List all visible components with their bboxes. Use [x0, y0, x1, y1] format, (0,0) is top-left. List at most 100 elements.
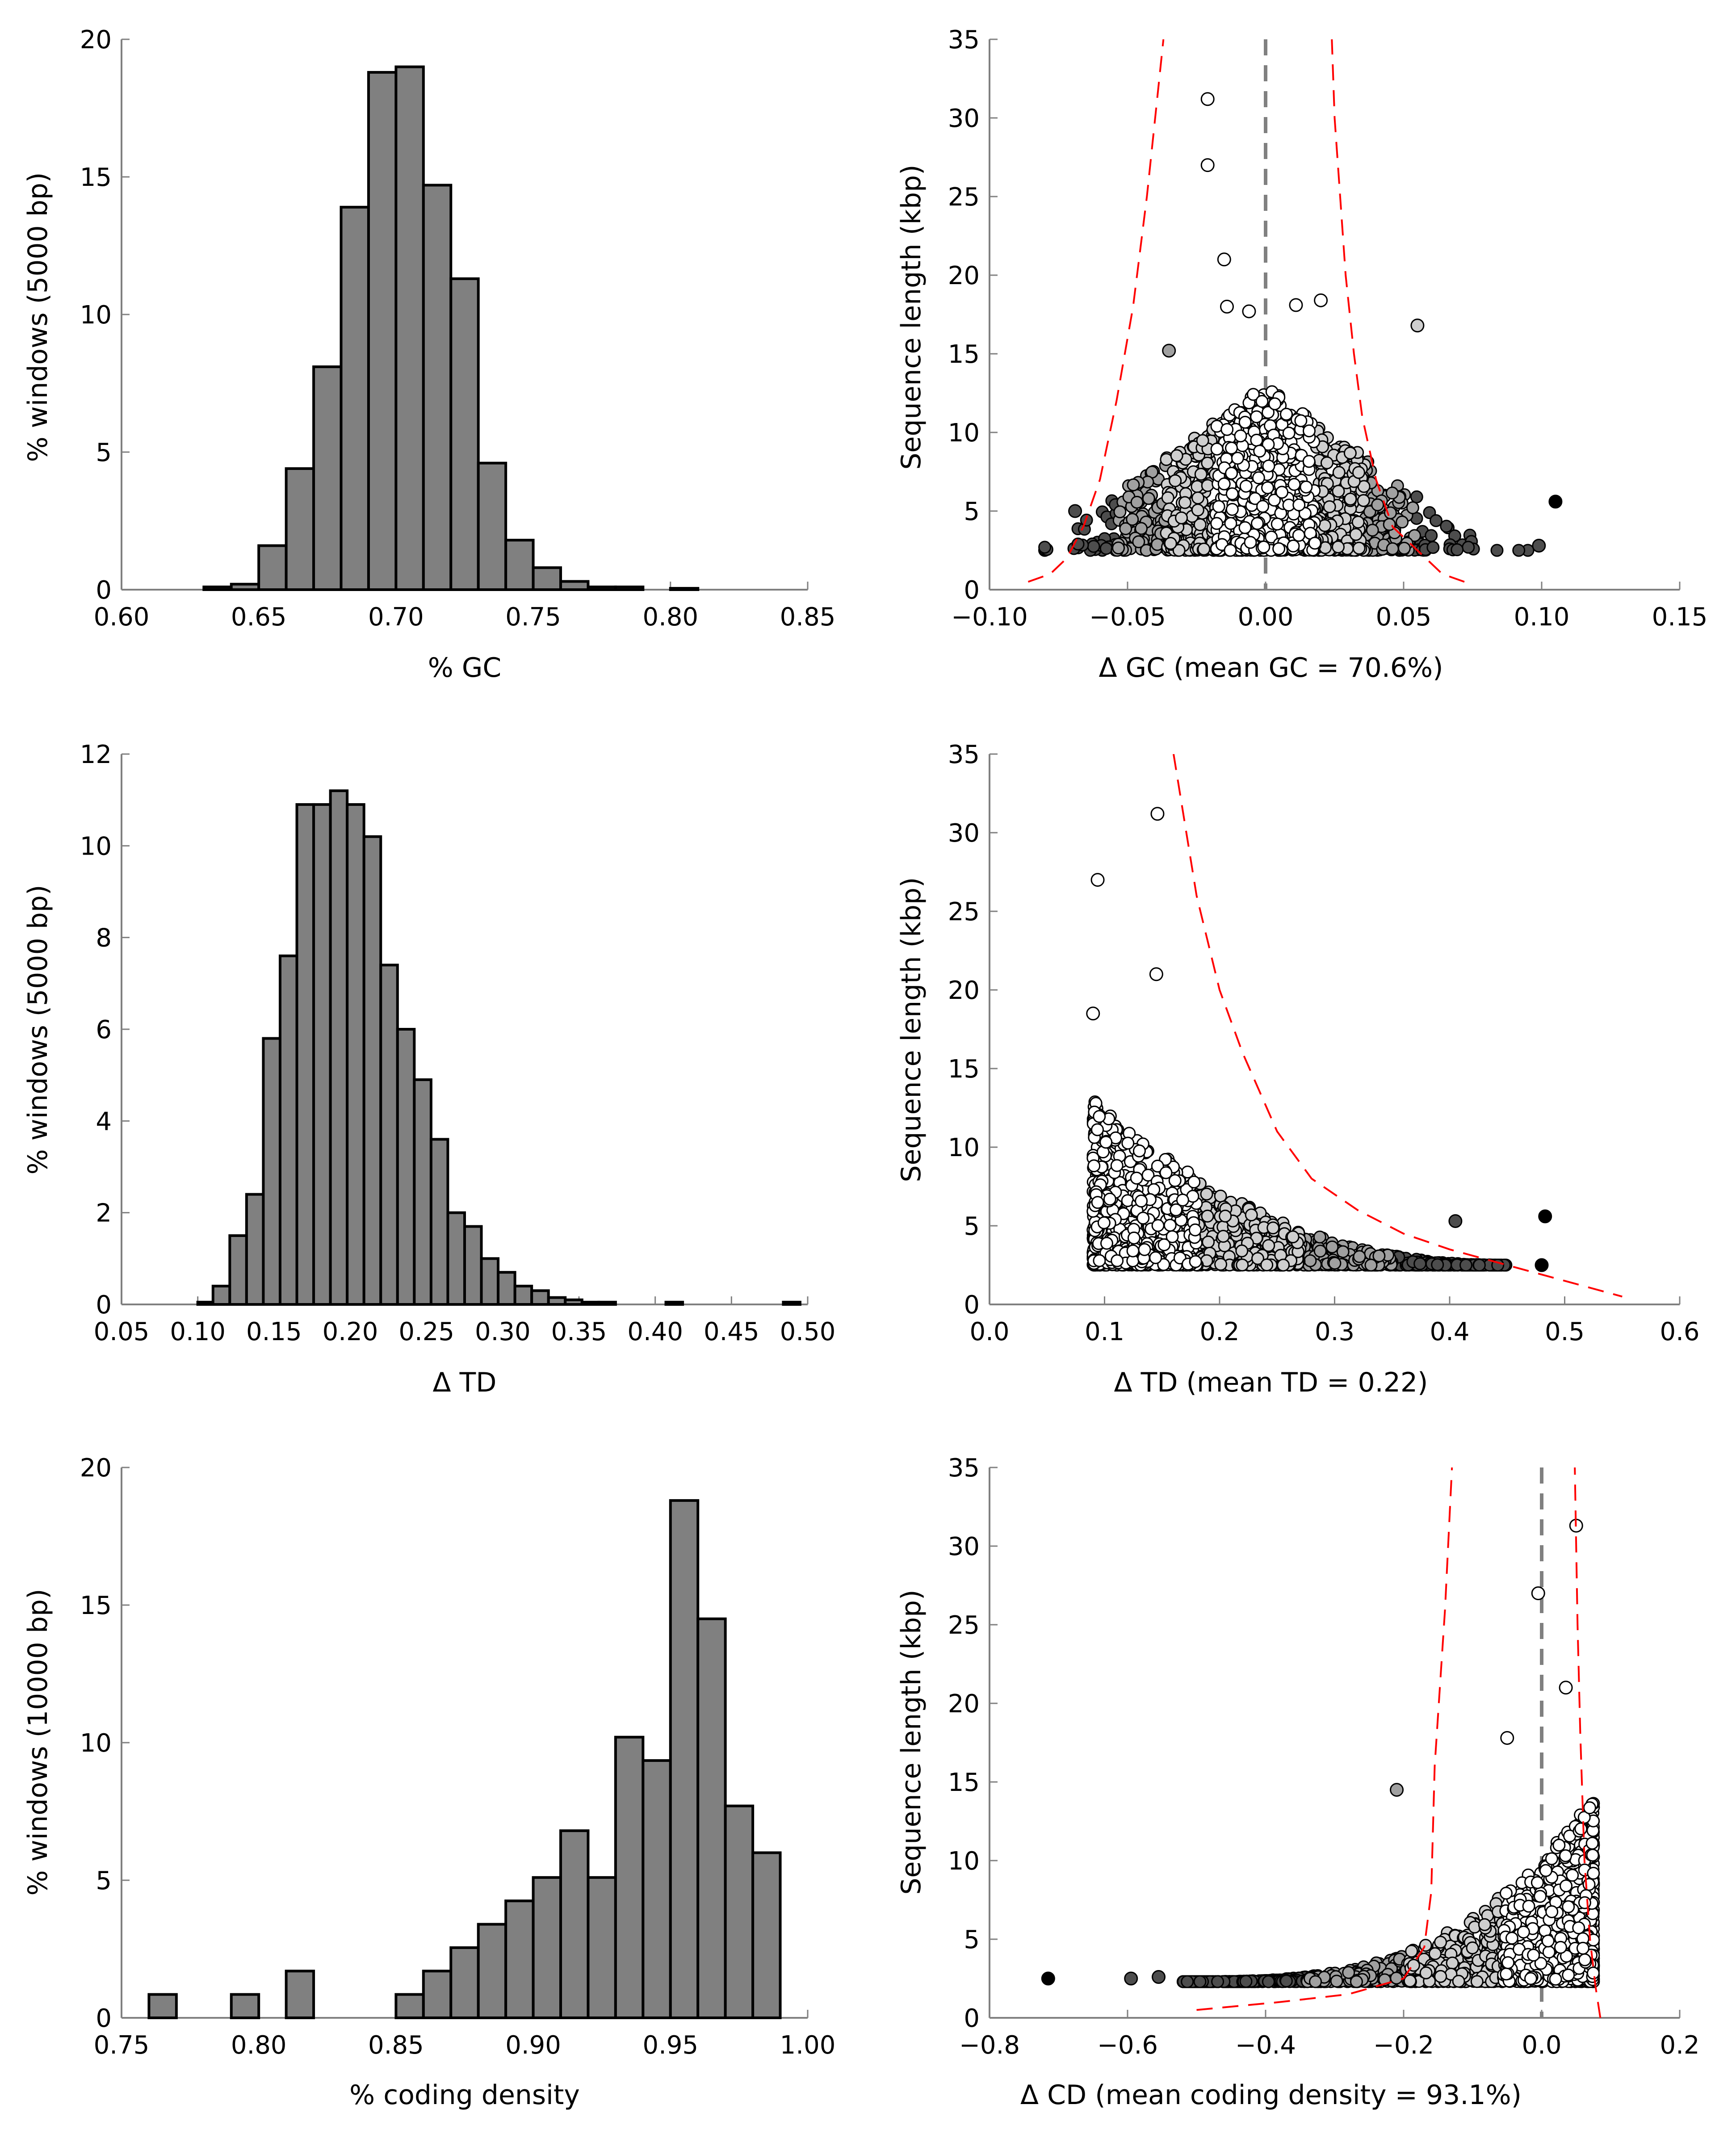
- scatter-point: [1531, 1586, 1545, 1601]
- scatter-point: [1585, 1836, 1599, 1850]
- histogram-bar: [504, 1899, 535, 2020]
- scatter-point: [1161, 491, 1174, 504]
- y-tick-label: 0: [96, 2004, 112, 2033]
- scatter-point: [1127, 478, 1140, 491]
- scatter-point: [1110, 1159, 1124, 1172]
- y-tick-label: 15: [948, 340, 980, 369]
- scatter-point: [1260, 1258, 1274, 1271]
- histogram-bar: [196, 1300, 214, 1306]
- scatter-point: [1200, 92, 1215, 106]
- scatter-point: [1309, 1975, 1322, 1988]
- histogram-bar: [449, 1946, 480, 2019]
- scatter-point: [1279, 407, 1293, 421]
- scatter-point: [1522, 1899, 1535, 1913]
- histogram-bar: [362, 835, 382, 1306]
- x-tick-label: 0.80: [642, 603, 698, 632]
- scatter-point: [1446, 1956, 1459, 1970]
- histogram-bar: [422, 184, 453, 591]
- scatter-point: [1121, 1136, 1135, 1150]
- scatter-point: [1572, 1921, 1585, 1935]
- scatter-point: [1038, 541, 1052, 554]
- x-tick-label: 0.10: [1514, 603, 1570, 632]
- scatter-point: [1527, 1949, 1540, 1962]
- y-tick-label: 15: [80, 163, 112, 192]
- scatter-point: [1357, 494, 1370, 507]
- y-tick-label: 20: [80, 1454, 112, 1483]
- histogram-bar: [230, 583, 260, 591]
- scatter-point: [1352, 541, 1366, 555]
- scatter-point: [1472, 1258, 1486, 1272]
- scatter-point: [1349, 528, 1363, 541]
- scatter-point: [1090, 873, 1105, 887]
- y-tick-label: 0: [96, 576, 112, 605]
- x-tick-label: 0.15: [1652, 603, 1708, 632]
- histogram-bar: [642, 1759, 672, 2020]
- x-tick-label: 0.1: [1085, 1317, 1124, 1346]
- scatter-point: [1250, 410, 1263, 423]
- scatter-point: [1159, 1166, 1173, 1179]
- scatter-point: [1189, 1255, 1202, 1268]
- scatter-point: [1282, 426, 1296, 440]
- y-tick-label: 20: [948, 976, 980, 1005]
- x-tick-label: 0.40: [627, 1317, 683, 1346]
- histogram-bar: [751, 1851, 782, 2019]
- histogram-bar: [211, 1284, 231, 1306]
- x-tick-label: 0.5: [1545, 1317, 1585, 1346]
- histogram-bar: [329, 789, 349, 1306]
- scatter-point: [1188, 1223, 1202, 1237]
- histogram-bar: [614, 585, 645, 591]
- histogram-bar: [429, 1138, 449, 1306]
- y-tick-label: 30: [948, 104, 980, 133]
- scatter-point: [1245, 1208, 1258, 1222]
- x-tick-label: 0.65: [231, 603, 287, 632]
- y-tick-label: 30: [948, 819, 980, 848]
- scatter-point: [1501, 1956, 1515, 1970]
- x-tick-label: 0.30: [475, 1317, 531, 1346]
- scatter-point: [1344, 492, 1357, 506]
- x-axis-label: Δ TD (mean TD = 0.22): [1114, 1367, 1428, 1398]
- histogram-bar: [580, 1300, 600, 1306]
- scatter-point: [1304, 1254, 1317, 1267]
- x-tick-label: 0.6: [1660, 1317, 1699, 1346]
- scatter-point: [1191, 491, 1205, 505]
- x-tick-label: 0.3: [1315, 1317, 1354, 1346]
- scatter-point: [1275, 486, 1289, 499]
- histogram-bar: [312, 365, 343, 591]
- x-axis-label: Δ GC (mean GC = 70.6%): [1099, 652, 1443, 683]
- scatter-point: [1539, 1864, 1552, 1877]
- scatter-point: [1559, 1681, 1573, 1695]
- y-tick-label: 4: [96, 1107, 112, 1136]
- y-tick-label: 35: [948, 25, 980, 54]
- histogram-bar: [257, 544, 288, 591]
- scatter-point: [1350, 1975, 1363, 1988]
- scatter-point: [1257, 540, 1271, 553]
- scatter-point: [1549, 1973, 1562, 1986]
- scatter-point: [1181, 1975, 1194, 1988]
- scatter-point: [1201, 479, 1214, 492]
- scatter-point: [1178, 496, 1191, 509]
- histogram-bar: [669, 587, 700, 591]
- histogram-bar: [463, 1225, 483, 1306]
- scatter-point: [1323, 500, 1336, 513]
- x-tick-label: 0.60: [94, 603, 150, 632]
- histogram-bar: [564, 1298, 583, 1306]
- scatter-point: [1200, 158, 1215, 172]
- y-tick-label: 10: [80, 301, 112, 330]
- scatter-point: [1294, 414, 1308, 428]
- histogram-bar: [669, 1499, 700, 2019]
- x-tick-label: −0.8: [959, 2031, 1020, 2060]
- scatter-point: [1428, 1947, 1442, 1960]
- scatter-point: [1214, 1189, 1227, 1203]
- x-tick-label: 0.10: [170, 1317, 226, 1346]
- x-tick-label: 0.0: [969, 1317, 1009, 1346]
- scatter-point: [1113, 505, 1127, 519]
- x-tick-label: −0.05: [1089, 603, 1166, 632]
- y-axis-label: Sequence length (kbp): [896, 1589, 927, 1895]
- scatter-point: [1385, 486, 1399, 500]
- scatter-point: [1541, 1934, 1555, 1948]
- histogram-bar: [367, 71, 398, 591]
- scatter-point: [1535, 1258, 1549, 1272]
- histogram-bar: [480, 1257, 500, 1306]
- x-tick-label: −0.2: [1373, 2031, 1434, 2060]
- scatter-point: [1576, 1941, 1589, 1955]
